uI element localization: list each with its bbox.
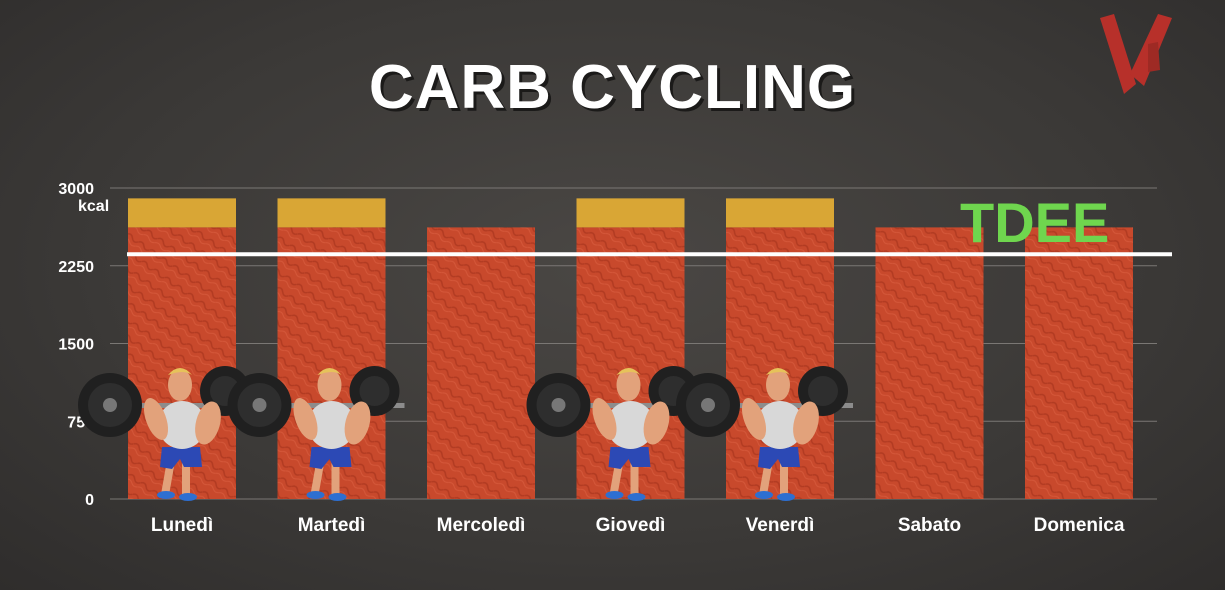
x-tick-label: Martedì xyxy=(298,515,366,536)
bar-base xyxy=(1025,227,1133,500)
x-tick-label: Venerdì xyxy=(746,515,815,536)
y-unit-label: kcal xyxy=(78,198,109,215)
x-labels: Lunedì Martedì Mercoledì Giovedì Venerdì Saba… xyxy=(151,515,1125,536)
y-tick-label: 0 xyxy=(85,492,94,509)
x-tick-label: Giovedì xyxy=(596,515,666,536)
x-tick-label: Mercoledì xyxy=(437,515,526,536)
y-tick-label: 2250 xyxy=(58,259,94,276)
logo-icon xyxy=(1100,14,1172,94)
y-tick-label: 1500 xyxy=(58,337,94,354)
x-tick-label: Domenica xyxy=(1034,515,1125,536)
bar-extra xyxy=(277,198,386,228)
bars xyxy=(128,198,1133,500)
bar-extra xyxy=(128,198,236,228)
y-tick-label: 3000 xyxy=(58,181,94,198)
bar-extra xyxy=(576,198,685,228)
bar-base xyxy=(427,227,535,500)
chart-title: CARB CYCLING xyxy=(368,53,857,122)
x-tick-label: Lunedì xyxy=(151,515,213,536)
x-tick-label: Sabato xyxy=(898,515,961,536)
tdee-label: TDEE xyxy=(960,191,1109,254)
bar-base xyxy=(875,227,984,500)
bar-extra xyxy=(726,198,834,228)
